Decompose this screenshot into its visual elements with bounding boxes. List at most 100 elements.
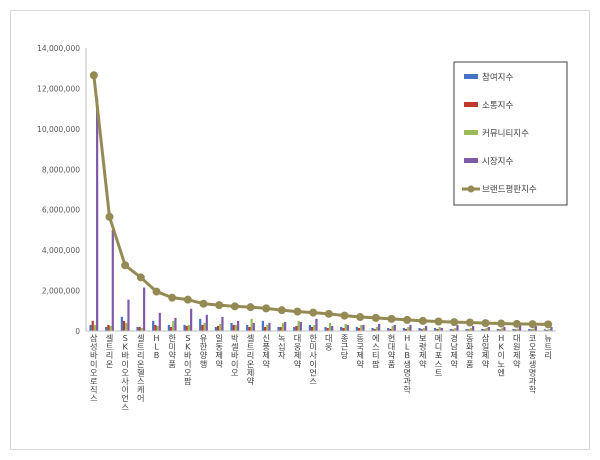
line-point-25: [481, 319, 490, 328]
legend-swatch: [464, 102, 478, 107]
bar-참여지수-11: [261, 320, 264, 331]
bar-시장지수-6: [190, 308, 193, 331]
bar-소통지수-12: [279, 326, 282, 331]
bar-시장지수-0: [96, 98, 99, 332]
bar-참여지수-22: [434, 327, 437, 331]
bar-소통지수-23: [451, 329, 455, 331]
line-point-22: [434, 317, 443, 326]
bar-커뮤니티지수-26: [501, 327, 504, 331]
bar-커뮤니티지수-7: [203, 322, 206, 331]
bar-소통지수-9: [232, 324, 235, 331]
line-point-13: [293, 307, 302, 316]
y-tick-label: 6,000,000: [42, 206, 80, 215]
bar-시장지수-26: [503, 326, 506, 331]
bar-커뮤니티지수-23: [454, 327, 457, 331]
y-tick-label: 12,000,000: [37, 84, 80, 93]
bar-시장지수-20: [409, 324, 412, 331]
bar-시장지수-25: [487, 326, 490, 331]
legend-line-marker: [467, 185, 475, 193]
line-point-3: [136, 273, 145, 282]
bar-커뮤니티지수-4: [156, 325, 159, 331]
bar-시장지수-5: [174, 317, 177, 331]
legend-label: 참여지수: [482, 72, 513, 83]
y-axis: 0 2,000,000 4,000,000 6,000,000 8,000,000 10,…: [37, 44, 87, 336]
bar-시장지수-16: [346, 324, 349, 331]
bar-커뮤니티지수-1: [109, 325, 112, 331]
bar-소통지수-7: [201, 324, 204, 331]
line-point-19: [387, 314, 396, 323]
bar-시장지수-1: [111, 229, 114, 331]
bar-참여지수-14: [308, 324, 311, 331]
bar-커뮤니티지수-19: [391, 325, 394, 331]
line-point-27: [512, 319, 521, 328]
line-point-21: [418, 316, 427, 325]
bar-커뮤니티지수-6: [187, 324, 191, 331]
bar-참여지수-25: [481, 328, 484, 331]
line-point-29: [544, 320, 553, 329]
bar-커뮤니티지수-0: [93, 324, 97, 331]
bar-시장지수-17: [362, 324, 365, 331]
bar-참여지수-7: [199, 318, 202, 331]
bar-참여지수-13: [293, 326, 296, 331]
bar-커뮤니티지수-11: [266, 324, 269, 331]
bar-참여지수-9: [230, 322, 233, 331]
bar-커뮤니티지수-29: [548, 328, 551, 331]
line-group: [89, 71, 553, 329]
bar-참여지수-2: [120, 316, 123, 331]
bar-커뮤니티지수-9: [234, 324, 238, 331]
bar-참여지수-1: [105, 326, 108, 331]
bar-시장지수-24: [472, 325, 475, 331]
bar-소통지수-22: [436, 328, 439, 331]
bar-소통지수-29: [545, 329, 549, 331]
bar-소통지수-13: [295, 325, 298, 331]
bar-커뮤니티지수-10: [250, 318, 253, 331]
bar-시장지수-19: [393, 324, 396, 331]
bar-참여지수-23: [449, 328, 452, 331]
bar-참여지수-21: [418, 327, 421, 331]
bar-커뮤니티지수-15: [328, 322, 332, 331]
bar-참여지수-29: [543, 329, 546, 331]
line-point-10: [246, 303, 255, 312]
line-point-11: [262, 304, 271, 313]
bar-소통지수-6: [185, 325, 188, 331]
bar-커뮤니티지수-20: [407, 326, 410, 331]
legend-swatch: [464, 74, 478, 79]
bar-참여지수-0: [89, 324, 92, 331]
line-point-26: [497, 319, 506, 328]
y-tick-label: 0: [75, 327, 80, 336]
line-point-2: [121, 261, 130, 270]
bar-소통지수-10: [248, 326, 251, 331]
bar-커뮤니티지수-14: [313, 324, 316, 331]
legend-label: 소통지수: [482, 101, 513, 111]
bar-커뮤니티지수-3: [140, 327, 144, 331]
bar-커뮤니티지수-25: [485, 327, 488, 331]
bar-시장지수-18: [378, 323, 381, 331]
bar-커뮤니티지수-18: [375, 326, 379, 331]
bar-참여지수-17: [355, 326, 358, 331]
y-tick-label: 4,000,000: [42, 246, 80, 255]
line-point-16: [340, 311, 349, 320]
bar-소통지수-0: [91, 320, 94, 331]
line-point-23: [450, 318, 459, 327]
bar-소통지수-16: [342, 327, 345, 331]
bar-참여지수-3: [136, 326, 139, 331]
bar-소통지수-28: [530, 329, 533, 331]
bar-참여지수-28: [528, 328, 531, 331]
bar-소통지수-18: [373, 328, 376, 331]
